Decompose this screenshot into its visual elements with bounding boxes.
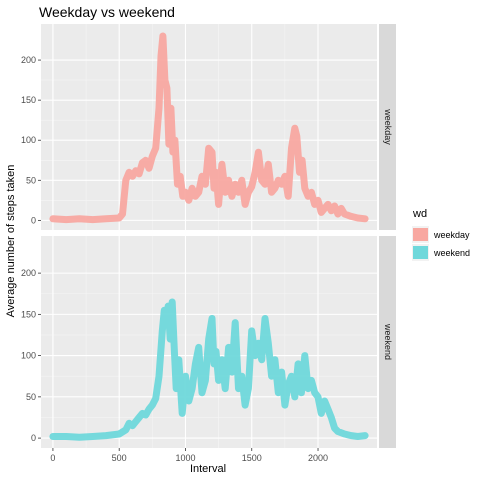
- legend-key-swatch: [413, 228, 428, 241]
- panel-background: [41, 24, 377, 230]
- legend-key-swatch: [413, 246, 428, 259]
- chart-title: Weekday vs weekend: [39, 4, 175, 20]
- legend: wd weekday weekend: [412, 208, 470, 261]
- legend-label: weekday: [433, 230, 470, 240]
- legend-item-weekday: weekday: [412, 226, 470, 243]
- legend-label: weekend: [433, 248, 470, 258]
- x-axis: 0 500 1000 1500 2000: [50, 448, 328, 463]
- x-tick-label: 0: [50, 453, 55, 463]
- y-tick-label: 50: [26, 392, 36, 402]
- y-tick-label: 200: [21, 268, 36, 278]
- legend-item-weekend: weekend: [412, 244, 470, 261]
- facet-strip: [379, 24, 396, 230]
- facet-panel-weekend: 0 50 100 150 200 weekend: [21, 236, 396, 448]
- facet-panel-weekday: 0 50 100 150 200 weekday: [21, 24, 396, 230]
- facet-panels: 0 50 100 150 200 weekday 0 50 100 150 200 weekend 0 5…: [21, 24, 396, 463]
- y-tick-label: 0: [31, 433, 36, 443]
- y-axis-title: Average number of steps taken: [5, 165, 17, 318]
- x-tick-label: 2000: [308, 453, 328, 463]
- x-tick-label: 500: [112, 453, 127, 463]
- y-tick-label: 150: [21, 95, 36, 105]
- series-line-weekend: [49, 298, 369, 441]
- facet-strip-label: weekday: [383, 108, 393, 145]
- y-tick-label: 150: [21, 309, 36, 319]
- x-axis-title: Interval: [190, 463, 226, 475]
- series-line-weekday: [49, 32, 369, 224]
- x-tick-label: 1000: [175, 453, 195, 463]
- y-tick-label: 0: [31, 215, 36, 225]
- facet-strip: [379, 236, 396, 448]
- y-tick-label: 50: [26, 175, 36, 185]
- x-tick-label: 1500: [242, 453, 262, 463]
- y-tick-label: 200: [21, 55, 36, 65]
- legend-title: wd: [412, 208, 427, 220]
- y-tick-label: 100: [21, 135, 36, 145]
- facet-strip-label: weekend: [383, 323, 393, 360]
- y-tick-label: 100: [21, 351, 36, 361]
